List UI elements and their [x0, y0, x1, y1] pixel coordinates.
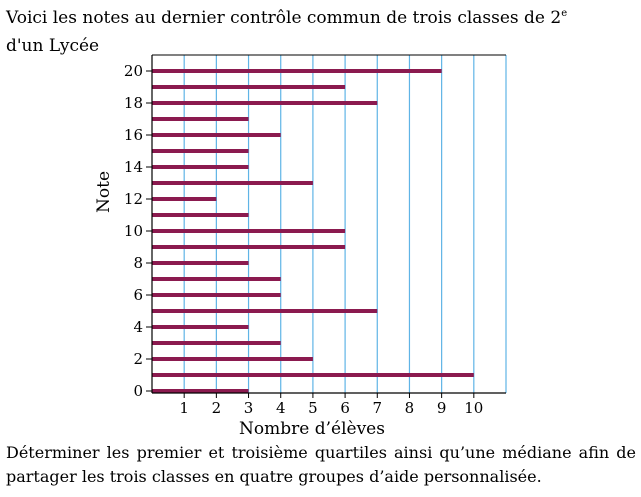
y-tick-label-8: 8: [133, 254, 143, 272]
y-tick-label-20: 20: [124, 62, 143, 80]
x-tick-label-9: 9: [437, 399, 447, 417]
intro-line1: Voici les notes au dernier contrôle comm…: [6, 8, 562, 28]
y-axis-label: Note: [94, 171, 114, 213]
y-tick-label-18: 18: [124, 94, 143, 112]
intro-line2: d'un Lycée: [6, 36, 100, 56]
intro-text: Voici les notes au dernier contrôle comm…: [6, 4, 636, 60]
x-tick-label-10: 10: [464, 399, 483, 417]
x-tick-label-3: 3: [244, 399, 254, 417]
x-tick-label-1: 1: [179, 399, 189, 417]
y-tick-label-16: 16: [124, 126, 143, 144]
y-tick-label-0: 0: [133, 382, 143, 400]
y-tick-label-10: 10: [124, 222, 143, 240]
x-tick-label-4: 4: [276, 399, 286, 417]
x-tick-label-7: 7: [372, 399, 382, 417]
chart-grid: [183, 55, 507, 393]
y-tick-label-12: 12: [124, 190, 143, 208]
y-tick-label-2: 2: [133, 350, 143, 368]
chart-bars: [152, 69, 474, 393]
x-tick-label-2: 2: [212, 399, 222, 417]
x-tick-label-8: 8: [405, 399, 415, 417]
question-text: Déterminer les premier et troisième quar…: [6, 443, 636, 486]
x-tick-label-5: 5: [308, 399, 318, 417]
intro-superscript: e: [561, 8, 568, 19]
x-tick-label-6: 6: [340, 399, 350, 417]
y-tick-label-6: 6: [133, 286, 143, 304]
y-tick-label-14: 14: [124, 158, 143, 176]
chart-axes: [146, 54, 506, 398]
y-tick-label-4: 4: [133, 318, 143, 336]
x-axis-label: Nombre d’élèves: [239, 419, 385, 439]
